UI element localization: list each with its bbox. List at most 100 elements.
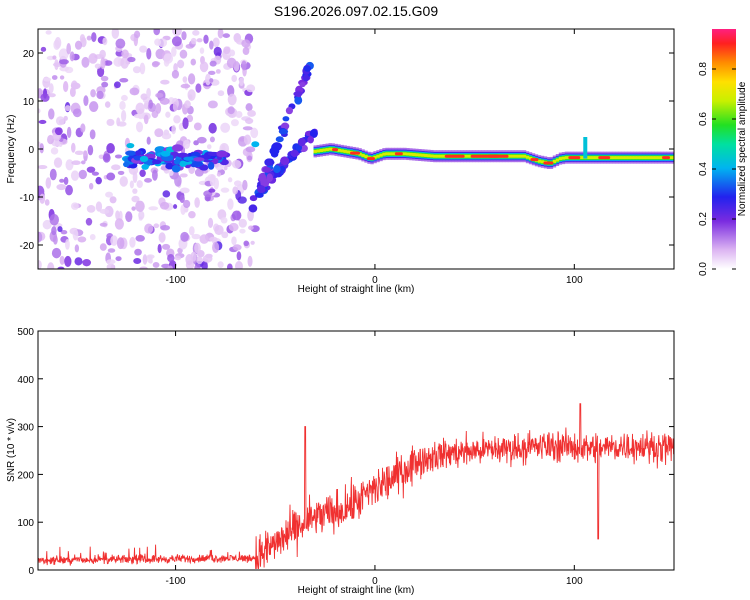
noise-blob [106, 118, 115, 126]
noise-blob [188, 226, 195, 236]
noise-blob [136, 180, 143, 189]
streak-blob [290, 149, 299, 158]
track-cell [385, 152, 389, 156]
noise-blob [115, 38, 126, 49]
streak-blob [293, 91, 303, 97]
noise-blob [89, 233, 96, 241]
noise-blob [171, 46, 177, 57]
streak-blob [309, 129, 318, 138]
band-blob [139, 155, 149, 163]
noise-blob [239, 137, 246, 142]
noise-blob [51, 226, 57, 236]
noise-blob [187, 89, 196, 101]
noise-blob [59, 255, 65, 265]
noise-blob [38, 231, 43, 243]
streak-blob [280, 122, 290, 130]
track-core [568, 156, 581, 160]
track-cell [657, 156, 661, 160]
noise-blob [244, 117, 254, 125]
noise-blob [194, 242, 201, 254]
noise-blob [158, 232, 166, 243]
noise-blob [209, 236, 218, 242]
noise-blob [172, 29, 182, 36]
track-cell [609, 156, 613, 160]
noise-blob [38, 108, 41, 114]
noise-blob [125, 211, 133, 223]
noise-blob [139, 45, 148, 53]
noise-blob [132, 171, 138, 184]
noise-blob [134, 248, 142, 256]
noise-blob [140, 93, 148, 101]
noise-blob [226, 57, 237, 69]
noise-blob [133, 30, 141, 39]
noise-blob [43, 77, 52, 82]
noise-blob [217, 29, 224, 39]
noise-blob [91, 171, 100, 176]
noise-blob [135, 102, 145, 115]
noise-blob [94, 63, 102, 69]
band-blob [171, 144, 184, 152]
noise-blob [129, 87, 140, 96]
track-cell [421, 153, 425, 157]
track-cell [358, 152, 362, 156]
noise-blob [209, 60, 217, 67]
noise-blob [155, 103, 162, 114]
noise-blob [38, 119, 47, 124]
noise-blob [216, 172, 222, 177]
noise-blob [64, 105, 71, 112]
track-cell [322, 148, 326, 152]
spectrogram-xlabel: Height of straight line (km) [298, 284, 415, 295]
streak-blob [303, 65, 311, 72]
noise-blob [95, 176, 102, 185]
noise-blob [171, 124, 176, 135]
noise-blob [232, 186, 239, 195]
noise-blob [230, 119, 239, 127]
noise-blob [83, 95, 89, 107]
track-flare [583, 137, 588, 159]
spectrogram-ylabel: Frequency (Hz) [6, 115, 17, 184]
noise-blob [63, 176, 69, 185]
band-blob [126, 142, 135, 149]
band-blob [192, 160, 203, 167]
noise-blob [86, 205, 96, 213]
noise-blob [236, 251, 242, 261]
noise-blob [88, 53, 98, 64]
noise-blob [56, 183, 67, 191]
noise-blob [212, 241, 220, 254]
noise-blob [206, 144, 212, 150]
noise-blob [223, 165, 228, 171]
noise-blob [159, 97, 170, 105]
track-core [444, 154, 465, 158]
noise-blob [250, 240, 255, 245]
noise-blob [227, 93, 237, 106]
noise-blob [199, 47, 205, 54]
streak-blob [307, 136, 314, 144]
noise-blob [70, 202, 79, 210]
noise-blob [104, 101, 111, 108]
track-cell [558, 157, 563, 161]
band-highlight [251, 141, 260, 148]
track-cell [319, 149, 323, 152]
noise-blob [40, 93, 50, 102]
x-tick-label: -100 [166, 275, 186, 286]
noise-blob [171, 69, 180, 79]
streak-blob [266, 173, 273, 183]
noise-blob [135, 200, 145, 212]
colorbar-tick-label: 0.8 [698, 62, 709, 76]
noise-blob [227, 263, 233, 269]
noise-blob [151, 61, 160, 68]
noise-blob [153, 29, 161, 36]
noise-blob [242, 126, 253, 131]
noise-blob [59, 75, 65, 80]
track-cell [340, 149, 344, 153]
track-cell [621, 156, 625, 160]
track-cell [594, 156, 599, 160]
x-tick-label: -100 [166, 576, 186, 587]
noise-blob [243, 240, 250, 247]
noise-blob [119, 78, 129, 83]
noise-blob [187, 73, 196, 85]
band-blob [207, 161, 215, 170]
noise-blob [42, 219, 52, 230]
noise-blob [119, 176, 128, 187]
noise-blob [143, 114, 149, 125]
